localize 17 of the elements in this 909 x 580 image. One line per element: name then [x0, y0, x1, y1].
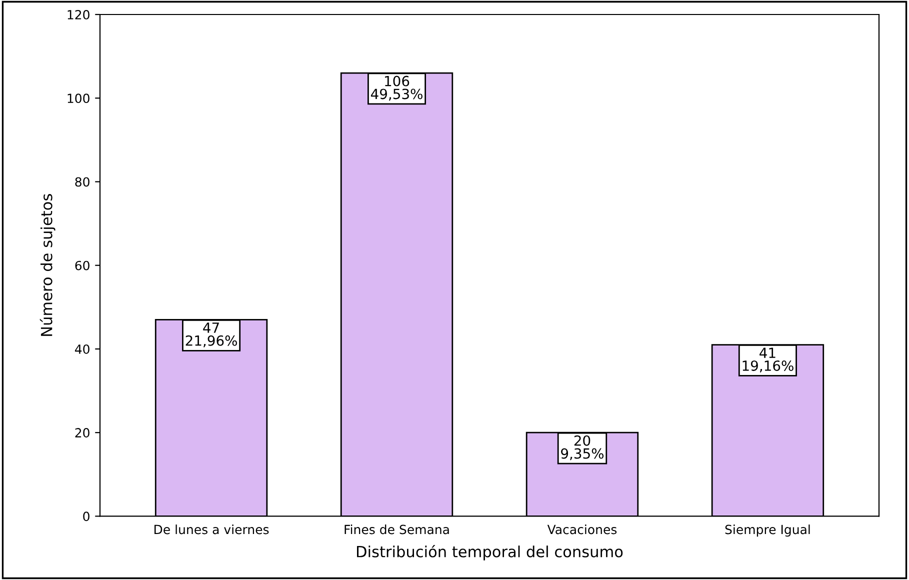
- x-tick-label: Fines de Semana: [344, 524, 449, 534]
- x-tick-label: Vacaciones: [547, 524, 617, 534]
- y-tick-label: 80: [75, 177, 90, 187]
- data-label: 41 19,16%: [742, 348, 794, 372]
- y-tick-label: 60: [75, 260, 90, 270]
- x-tick-label: De lunes a viernes: [154, 524, 269, 534]
- y-tick-label: 40: [74, 344, 90, 354]
- y-tick-label: 0: [83, 512, 90, 522]
- y-tick-label: 100: [68, 94, 90, 104]
- data-label: 47 21,96%: [186, 322, 237, 348]
- data-label: 20 9,35%: [561, 435, 604, 460]
- x-tick-label: Siempre Igual: [725, 524, 810, 537]
- data-label: 106 49,53%: [370, 76, 422, 101]
- y-axis-title: Número de sujetos: [40, 194, 56, 336]
- y-tick-label: 20: [75, 428, 90, 438]
- y-tick-label: 120: [68, 10, 90, 20]
- x-axis-title: Distribución temporal del consumo: [357, 544, 623, 560]
